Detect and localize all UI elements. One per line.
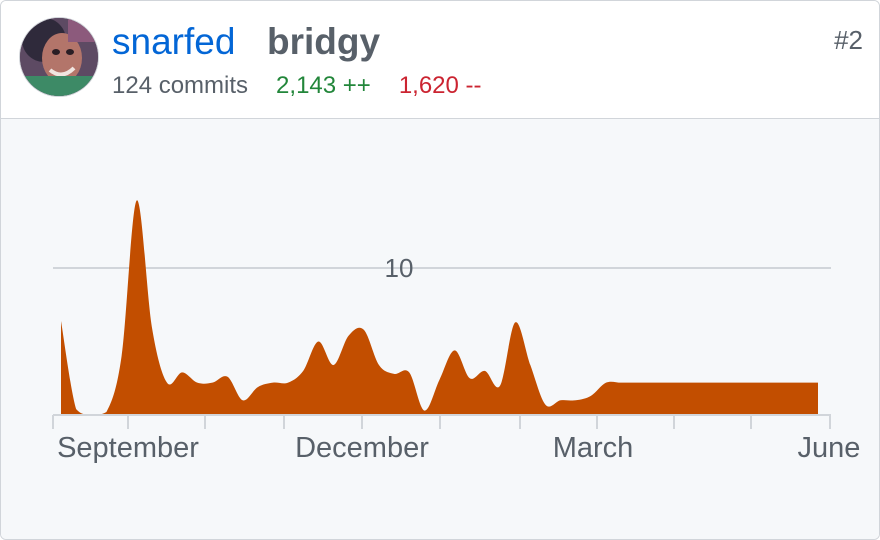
- x-tick-label-december: December: [295, 432, 429, 464]
- x-tick-label-march: March: [553, 432, 634, 464]
- x-tick-label-september: September: [57, 432, 199, 464]
- y-tick-label: 10: [385, 253, 414, 283]
- stats-row: 124 commits 2,143 ++ 1,620 --: [112, 72, 482, 100]
- x-tick-label-june: June: [798, 432, 861, 464]
- commit-activity-chart: 10 September December March June: [1, 119, 879, 539]
- deletions-count: 1,620 --: [399, 72, 482, 99]
- chart-svg: 10 September December March June: [1, 119, 879, 539]
- rank-badge: #2: [834, 25, 863, 56]
- card-header: snarfed bridgy #2 124 commits 2,143 ++ 1,6…: [1, 1, 879, 119]
- username-link[interactable]: snarfed: [112, 21, 235, 63]
- additions-count: 2,143 ++: [276, 72, 371, 99]
- x-axis-labels: September December March June: [57, 432, 860, 464]
- avatar[interactable]: [19, 17, 99, 97]
- commit-area: [61, 200, 818, 415]
- x-axis-ticks: [53, 415, 830, 429]
- avatar-image: [20, 18, 98, 96]
- repo-name: bridgy: [267, 21, 380, 63]
- commits-count[interactable]: 124 commits: [112, 72, 248, 99]
